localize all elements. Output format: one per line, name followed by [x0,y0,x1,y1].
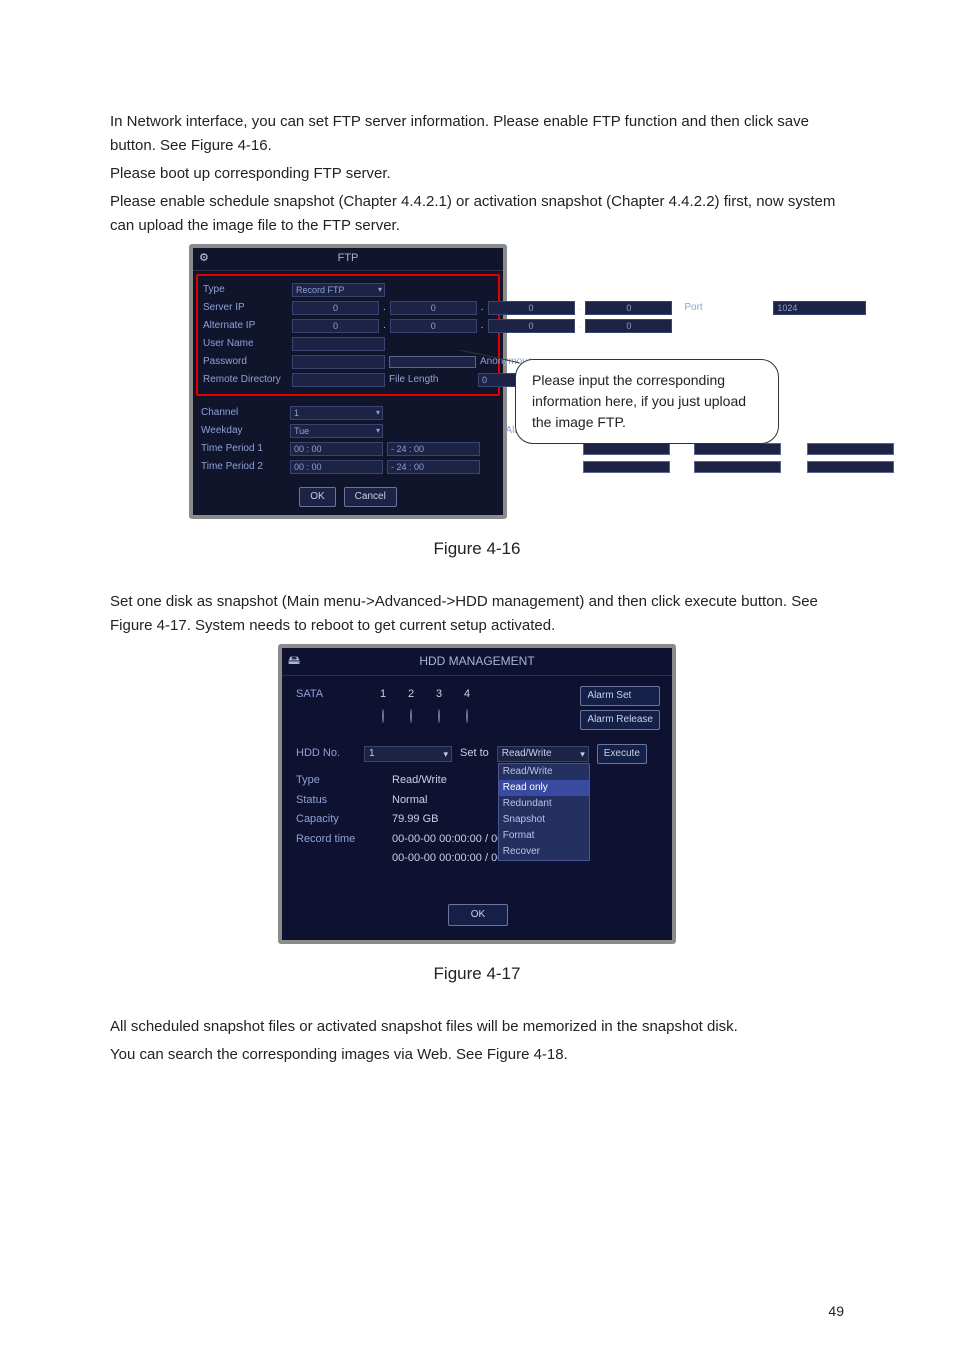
setto-value: Read/Write [502,748,552,759]
checkbox[interactable] [807,461,894,473]
figure-caption: Figure 4-17 [110,960,844,987]
ip-octet[interactable]: 0 [488,301,575,315]
hdd-title-text: HDD MANAGEMENT [419,654,534,668]
sata-indicator [410,709,412,723]
label: Status [296,792,374,810]
label: Capacity [296,811,374,829]
channel-dropdown[interactable]: 1 [290,406,383,420]
weekday-dropdown[interactable]: Tue [290,424,383,438]
paragraph: You can search the corresponding images … [110,1043,844,1067]
sata-label: SATA [296,686,356,704]
ftp-highlight-box: TypeRecord FTP Server IP 0. 0. 0. 0 Port… [196,274,500,396]
sata-indicator [382,709,384,723]
page-number: 49 [828,1300,844,1322]
execute-button[interactable]: Execute [597,744,647,764]
setto-select[interactable]: Read/Write Read/Write Read only Redundan… [497,746,589,762]
hddno-select[interactable]: 1 [364,746,452,762]
type-dropdown[interactable]: Record FTP [292,283,385,297]
paragraph: Please enable schedule snapshot (Chapter… [110,190,844,238]
menu-item[interactable]: Snapshot [499,812,589,828]
menu-item[interactable]: Read only [499,780,589,796]
ftp-title: ⚙ FTP [193,248,503,271]
paragraph: Set one disk as snapshot (Main menu->Adv… [110,590,844,638]
setto-menu: Read/Write Read only Redundant Snapshot … [498,763,590,861]
ip-octet[interactable]: 0 [390,319,477,333]
setto-label: Set to [460,745,489,763]
hdd-dialog: 🖴HDD MANAGEMENT SATA 1234 Alarm Set Alar… [278,644,676,944]
sata-indicator [466,709,468,723]
ok-button[interactable]: OK [299,487,335,507]
label: Channel [201,405,286,421]
ip-octet[interactable]: 0 [292,301,379,315]
ip-octet[interactable]: 0 [390,301,477,315]
paragraph: All scheduled snapshot files or activate… [110,1015,844,1039]
hdd-title: 🖴 HDD MANAGEMENT [282,648,672,676]
callout: Please input the corresponding informati… [515,359,779,444]
label: Weekday [201,423,286,439]
paragraph: In Network interface, you can set FTP se… [110,110,844,158]
ftp-title-text: FTP [338,252,359,264]
checkbox[interactable] [694,461,781,473]
globe-icon: ⚙ [199,250,209,268]
label: Type [203,282,288,298]
checkbox[interactable] [807,443,894,455]
checkbox[interactable] [694,443,781,455]
label: Time Period 1 [201,441,286,457]
ip-octet[interactable]: 0 [488,319,575,333]
flen-label: File Length [389,372,474,388]
sata-indicator [438,709,440,723]
ip-octet[interactable]: 0 [585,301,672,315]
port-input[interactable]: 1024 [773,301,866,315]
label: Alternate IP [203,318,288,334]
label: Record time [296,831,374,849]
label: Remote Directory [203,372,288,388]
label: Type [296,772,374,790]
label: User Name [203,336,288,352]
figure-caption: Figure 4-16 [110,535,844,562]
checkbox[interactable] [583,461,670,473]
alarm-release-button[interactable]: Alarm Release [580,710,660,730]
paragraph: Please boot up corresponding FTP server. [110,162,844,186]
ip-octet[interactable]: 0 [585,319,672,333]
time-input[interactable]: 00 : 00 [290,442,383,456]
anon-checkbox[interactable] [389,356,476,368]
time-input[interactable]: - 24 : 00 [387,460,480,474]
label: Password [203,354,288,370]
sata-num: 4 [458,686,476,704]
hddno-label: HDD No. [296,745,356,763]
sata-num: 2 [402,686,420,704]
menu-item[interactable]: Recover [499,844,589,860]
ip-octet[interactable]: 0 [292,319,379,333]
user-input[interactable] [292,337,385,351]
sata-num: 1 [374,686,392,704]
sata-grid: 1234 [374,686,476,725]
label: Time Period 2 [201,459,286,475]
cancel-button[interactable]: Cancel [344,487,397,507]
disk-icon: 🖴 [288,651,300,670]
alarm-set-button[interactable]: Alarm Set [580,686,660,706]
sata-num: 3 [430,686,448,704]
port-label: Port [684,300,769,316]
time-input[interactable]: - 24 : 00 [387,442,480,456]
value: 79.99 GB [392,811,438,829]
ok-button[interactable]: OK [448,904,508,926]
label: Server IP [203,300,288,316]
menu-item[interactable]: Redundant [499,796,589,812]
value: Read/Write [392,772,447,790]
remote-input[interactable] [292,373,385,387]
callout-text: Please input the corresponding informati… [532,372,746,430]
ftp-dialog: ⚙FTP TypeRecord FTP Server IP 0. 0. 0. 0… [189,244,507,519]
pwd-input[interactable] [292,355,385,369]
menu-item[interactable]: Read/Write [499,764,589,780]
time-input[interactable]: 00 : 00 [290,460,383,474]
value: Normal [392,792,427,810]
menu-item[interactable]: Format [499,828,589,844]
checkbox[interactable] [583,443,670,455]
